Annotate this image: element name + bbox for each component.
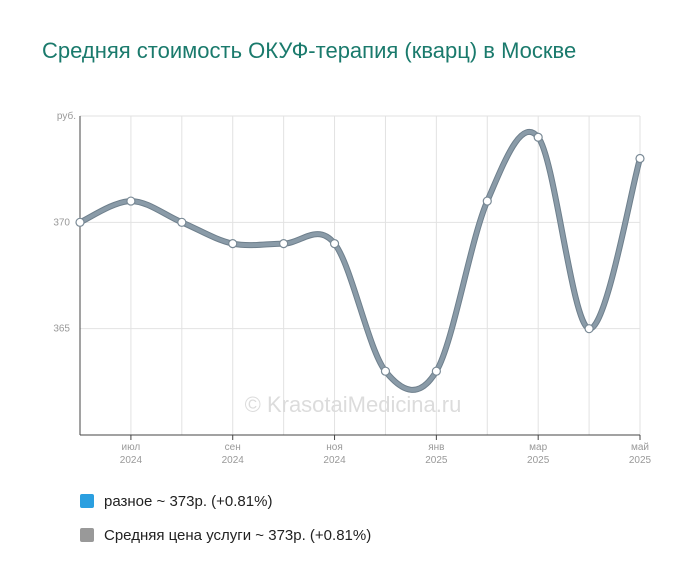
x-tick-label-year: 2024 bbox=[222, 455, 245, 466]
grid-lines bbox=[79, 115, 641, 435]
legend-item-average[interactable]: Средняя цена услуги ~ 373р. (+0.81%) bbox=[80, 518, 371, 552]
chart-title: Средняя стоимость ОКУФ-терапия (кварц) в… bbox=[42, 38, 577, 63]
x-tick-label-month: июл bbox=[122, 442, 141, 453]
x-tick-label-month: ноя bbox=[326, 442, 343, 453]
x-tick-label-year: 2025 bbox=[527, 455, 550, 466]
x-tick-label-year: 2024 bbox=[120, 455, 143, 466]
data-point bbox=[431, 366, 441, 376]
data-point bbox=[279, 239, 289, 249]
data-point bbox=[584, 324, 594, 334]
legend-swatch-misc bbox=[80, 494, 94, 508]
x-tick-label-month: янв bbox=[428, 442, 444, 453]
legend-item-misc[interactable]: разное ~ 373р. (+0.81%) bbox=[80, 484, 371, 518]
x-tick-label-month: мар bbox=[529, 442, 547, 453]
series-line-shadow bbox=[77, 128, 643, 393]
points-layer bbox=[75, 132, 645, 376]
data-point bbox=[75, 217, 85, 227]
series-line bbox=[78, 129, 642, 392]
y-unit-label: руб. bbox=[57, 110, 76, 122]
data-point bbox=[177, 217, 187, 227]
x-tick-label-year: 2025 bbox=[425, 455, 448, 466]
data-point bbox=[228, 239, 238, 249]
data-point bbox=[126, 196, 136, 206]
data-point bbox=[533, 132, 543, 142]
axes: 365 370 руб. июл 2024 сен 2024 ноя 2024 янв 2025 ма… bbox=[53, 110, 651, 466]
series-layer bbox=[77, 128, 643, 393]
legend: разное ~ 373р. (+0.81%) Средняя цена усл… bbox=[80, 484, 371, 552]
x-tick-label-month: май bbox=[631, 442, 649, 453]
watermark: © KrasotaiMedicina.ru bbox=[245, 392, 462, 417]
legend-swatch-average bbox=[80, 528, 94, 542]
data-point bbox=[380, 366, 391, 376]
x-tick-label-year: 2025 bbox=[629, 455, 652, 466]
legend-label-average: Средняя цена услуги ~ 373р. (+0.81%) bbox=[104, 526, 372, 544]
x-tick-label-month: сен bbox=[225, 442, 241, 453]
data-point bbox=[329, 239, 340, 249]
x-tick-label-year: 2024 bbox=[323, 455, 346, 466]
y-tick-label: 370 bbox=[53, 217, 70, 228]
data-point bbox=[635, 153, 645, 164]
legend-label-misc: разное ~ 373р. (+0.81%) bbox=[104, 492, 273, 510]
data-point bbox=[482, 196, 492, 206]
y-tick-label: 365 bbox=[53, 324, 70, 335]
